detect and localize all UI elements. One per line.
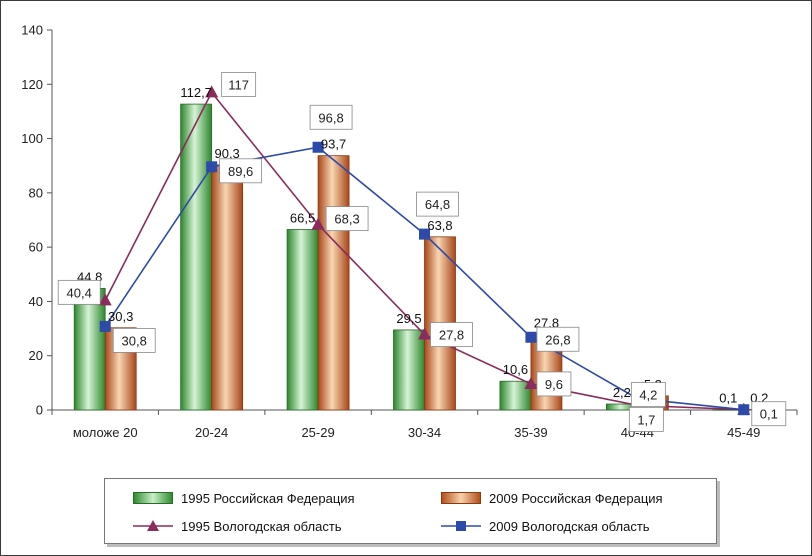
triangle-data-label-box (536, 371, 572, 397)
square-data-label: 64,8 (425, 197, 450, 212)
x-tick-label: 35-39 (514, 425, 547, 440)
bar-data-label: 0,1 (719, 391, 737, 406)
square-data-label: 30,8 (122, 333, 147, 348)
y-tick-label: 40 (29, 294, 43, 309)
square-data-label: 0,1 (760, 407, 778, 422)
legend: 1995 Российская Федерация 2009 Российска… (104, 478, 717, 544)
legend-swatch-orange-bar (441, 492, 481, 504)
legend-label: 1995 Российская Федерация (181, 490, 355, 506)
bar-data-label: 112,7 (180, 85, 212, 100)
bar-data-label: 27,8 (534, 316, 559, 331)
square-data-label-box (751, 401, 787, 427)
square-data-label: 4,2 (639, 388, 657, 403)
triangle-data-label-box (430, 322, 473, 347)
square-marker (206, 161, 218, 173)
bar (393, 329, 425, 411)
bar-data-label: 29,5 (396, 311, 421, 326)
square-data-label-box (536, 326, 580, 352)
legend-item-rf-1995: 1995 Российская Федерация (133, 487, 355, 509)
legend-label: 2009 Российская Федерация (489, 490, 663, 506)
square-marker (99, 320, 111, 332)
triangle-data-label: 117 (228, 77, 249, 92)
bar-data-label: 63,8 (427, 218, 452, 233)
triangle-marker (205, 85, 219, 98)
y-tick-label: 60 (29, 240, 43, 255)
bar (317, 155, 350, 411)
y-tick-label: 140 (21, 23, 43, 38)
triangle-marker (524, 376, 538, 389)
triangle-data-label: 27,8 (439, 328, 464, 343)
triangle-data-label: 40,4 (67, 285, 92, 300)
triangle-data-label-box (325, 206, 369, 232)
legend-item-rf-2009: 2009 Российская Федерация (441, 487, 663, 509)
bar-data-label: 2,2 (613, 385, 631, 400)
x-tick-label: 20-24 (195, 425, 228, 440)
bar (73, 287, 106, 411)
square-data-label: 89,6 (228, 164, 253, 179)
legend-swatch-square-line (441, 521, 481, 531)
bar-data-label: 93,7 (321, 137, 346, 152)
triangle-data-label-box (57, 279, 101, 305)
triangle-data-label: 1,7 (637, 412, 655, 427)
square-data-label-box (630, 382, 666, 408)
legend-swatch-triangle-line (133, 520, 173, 531)
triangle-data-label-box (221, 72, 257, 97)
square-data-label-box (416, 191, 459, 217)
triangle-data-label: 9,6 (545, 377, 563, 392)
bar (211, 164, 244, 411)
square-data-label-box (309, 104, 353, 130)
x-tick-label: моложе 20 (73, 425, 138, 440)
square-marker (525, 331, 537, 343)
square-marker (312, 141, 324, 153)
x-tick-label: 45-49 (727, 425, 760, 440)
bar-data-label: 90,3 (214, 146, 239, 161)
triangle-marker (98, 293, 112, 306)
bar (286, 229, 319, 411)
square-data-label-box (219, 158, 263, 184)
bar (180, 103, 213, 411)
bar-data-label: 66,5 (290, 211, 315, 226)
triangle-data-label-box (628, 406, 664, 432)
legend-label: 1995 Вологодская область (181, 518, 342, 534)
triangle-marker (311, 217, 325, 230)
triangle-data-label: 68,3 (334, 212, 359, 227)
y-tick-label: 100 (21, 131, 43, 146)
y-tick-label: 20 (29, 348, 43, 363)
square-marker (419, 228, 430, 240)
y-tick-label: 0 (36, 403, 43, 418)
square-marker (738, 404, 750, 416)
bar-data-label: 30,3 (108, 309, 133, 324)
square-data-label: 96,8 (318, 110, 343, 125)
square-data-label: 26,8 (545, 332, 570, 347)
triangle-marker (418, 327, 431, 340)
legend-swatch-green-bar (133, 492, 173, 504)
y-tick-label: 120 (21, 77, 43, 92)
legend-item-vo-2009: 2009 Вологодская область (441, 515, 650, 537)
x-tick-label: 30-34 (408, 425, 441, 440)
legend-label: 2009 Вологодская область (489, 518, 650, 534)
legend-item-vo-1995: 1995 Вологодская область (133, 515, 342, 537)
bar (499, 380, 532, 411)
bar-data-label: 10,6 (503, 362, 528, 377)
y-tick-label: 80 (29, 185, 43, 200)
x-tick-label: 25-29 (301, 425, 334, 440)
square-data-label-box (112, 327, 156, 353)
